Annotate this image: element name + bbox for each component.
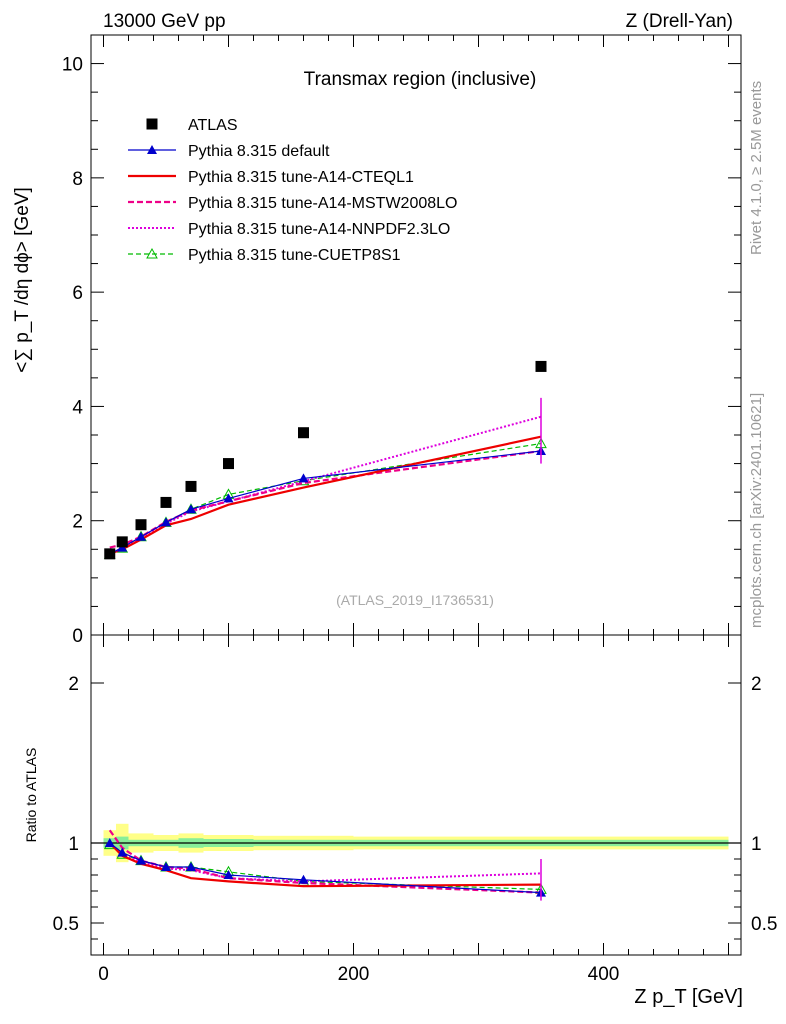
legend-marker-default <box>147 145 157 154</box>
x-axis-title: Z p_T [GeV] <box>634 986 743 1008</box>
legend-label: ATLAS <box>188 117 238 134</box>
legend-label: Pythia 8.315 tune-A14-NNPDF2.3LO <box>188 221 450 238</box>
ratio-series <box>103 829 547 901</box>
y-tick-label-ratio-right: 2 <box>751 674 762 695</box>
ratio-point-default <box>223 870 234 879</box>
legend-label: Pythia 8.315 default <box>188 143 330 160</box>
x-tick-label: 0 <box>98 964 109 985</box>
main-series <box>103 360 547 560</box>
y-tick-label-ratio: 2 <box>68 674 79 695</box>
legend-marker-atlas <box>146 118 158 130</box>
point-atlas <box>185 480 197 492</box>
ratio-point-default <box>161 862 171 871</box>
legend-label: Pythia 8.315 tune-A14-CTEQL1 <box>188 169 414 186</box>
series-line-mstw <box>109 449 542 549</box>
legend-label: Pythia 8.315 tune-A14-MSTW2008LO <box>188 195 457 212</box>
legend-marker-cuetp <box>146 247 158 259</box>
point-atlas <box>535 360 547 372</box>
point-default <box>298 473 309 483</box>
ratio-line-cteq <box>108 842 542 888</box>
mcplots-label: mcplots.cern.ch [arXiv:2401.10621] <box>748 393 765 628</box>
point-default <box>223 493 234 503</box>
y-tick-label-ratio-right: 1 <box>751 834 762 855</box>
ratio-uncertainty-bands <box>91 823 741 863</box>
panel-frames <box>90 34 742 956</box>
point-atlas <box>116 536 128 548</box>
y-tick-label-main: 6 <box>72 283 83 304</box>
axis-ticks: 0 2 4 6 8 10 0 200 400 0.5 0.5 1 1 2 2 <box>53 34 777 985</box>
header-left: 13000 GeV pp <box>103 11 226 32</box>
point-atlas <box>223 458 234 470</box>
point-atlas <box>160 496 172 508</box>
x-tick-label: 400 <box>588 964 620 985</box>
y-axis-title-ratio: Ratio to ATLAS <box>23 748 39 843</box>
y-tick-label-ratio: 0.5 <box>53 914 79 935</box>
y-tick-label-main: 10 <box>62 55 83 76</box>
legend: ATLAS Pythia 8.315 default Pythia 8.315 tu… <box>128 117 457 264</box>
point-default <box>136 531 146 541</box>
series-line-default <box>109 450 542 555</box>
ratio-point-default <box>117 847 128 857</box>
y-tick-label-main: 8 <box>72 169 83 190</box>
ratio-point-default <box>104 838 115 847</box>
ratio-point-default <box>298 874 309 884</box>
header-right: Z (Drell-Yan) <box>626 11 733 32</box>
rivet-label: Rivet 4.1.0, ≥ 2.5M events <box>748 81 765 255</box>
y-tick-label-main: 0 <box>72 626 83 647</box>
ratio-line-mstw <box>108 829 542 894</box>
ratio-point-default <box>186 862 196 871</box>
x-tick-label: 200 <box>338 964 370 985</box>
y-axis-title-main: <∑ p_T /dη dϕ> [GeV] <box>12 187 33 372</box>
series-line-nnpdf <box>109 415 542 555</box>
legend-label: Pythia 8.315 tune-CUETP8S1 <box>188 247 401 264</box>
point-atlas <box>135 519 147 531</box>
analysis-watermark: (ATLAS_2019_I1736531) <box>336 592 494 608</box>
main-title: Transmax region (inclusive) <box>304 69 537 90</box>
point-default <box>161 517 171 527</box>
point-atlas <box>298 427 309 439</box>
ratio-point-default <box>136 855 146 865</box>
y-tick-label-ratio: 1 <box>68 834 79 855</box>
series-line-cteq <box>109 435 542 555</box>
y-tick-label-main: 2 <box>72 512 83 533</box>
y-tick-label-main: 4 <box>72 397 83 418</box>
point-default <box>186 504 196 514</box>
point-atlas <box>104 548 116 560</box>
ratio-panel-frame <box>90 634 742 956</box>
y-tick-label-ratio-right: 0.5 <box>751 914 777 935</box>
